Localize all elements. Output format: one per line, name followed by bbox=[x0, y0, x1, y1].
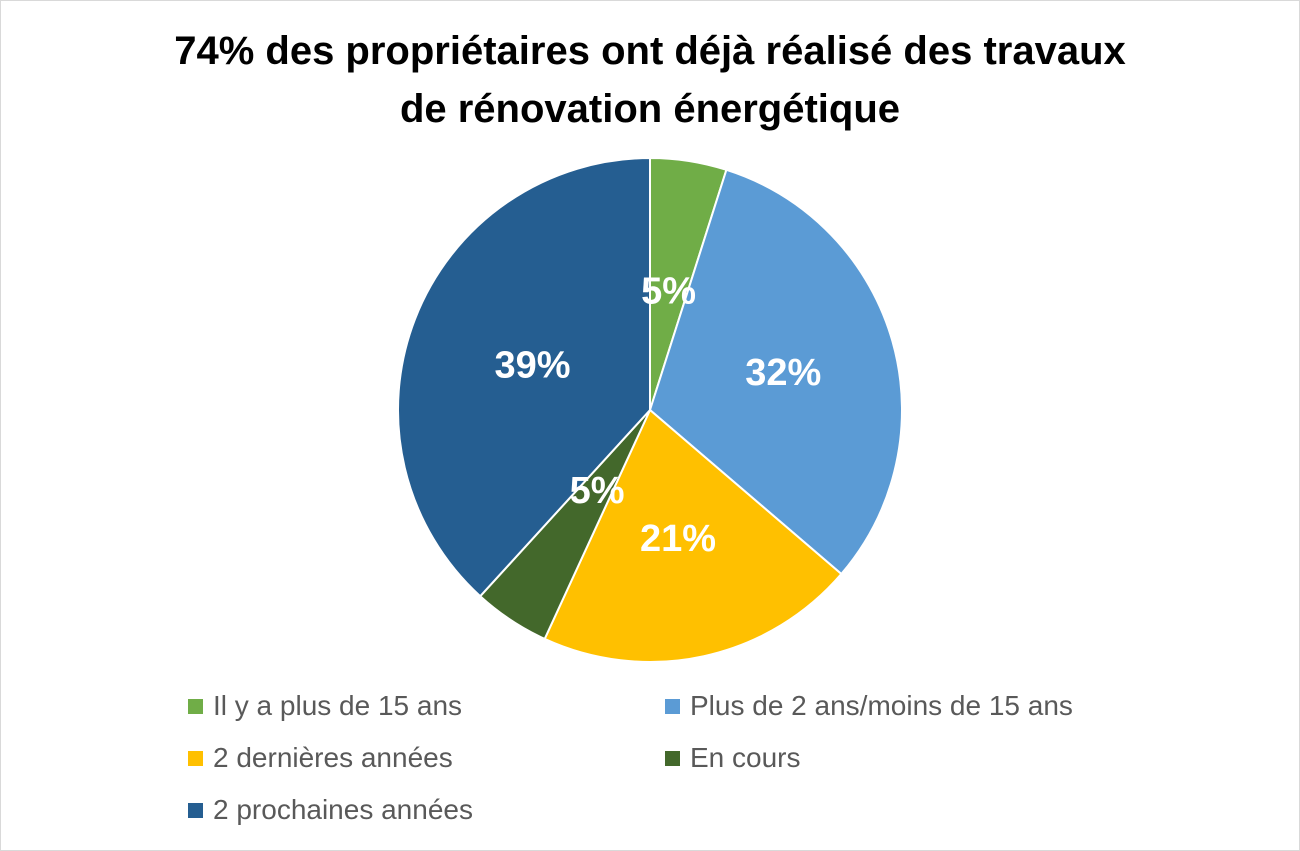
legend-label: Il y a plus de 15 ans bbox=[213, 690, 463, 721]
title-line-1: 74% des propriétaires ont déjà réalisé d… bbox=[174, 29, 1126, 73]
pie-slice-1 bbox=[648, 168, 903, 576]
legend-swatch bbox=[188, 802, 203, 818]
legend-swatch bbox=[188, 698, 203, 714]
title-line-2: de rénovation énergétique bbox=[399, 87, 901, 131]
legend-label: 2 dernières années bbox=[213, 742, 453, 773]
legend-item-1: Plus de 2 ans/moins de 15 ans bbox=[665, 690, 1073, 722]
data-label-3: 5% bbox=[570, 470, 625, 512]
pie-slice-2 bbox=[543, 408, 843, 663]
legend-item-2: 2 dernières années bbox=[188, 742, 453, 774]
legend-label: Plus de 2 ans/moins de 15 ans bbox=[690, 690, 1073, 721]
legend-item-4: 2 prochaines années bbox=[188, 794, 473, 826]
legend-swatch bbox=[188, 750, 203, 766]
data-label-2: 21% bbox=[640, 518, 716, 560]
data-label-0: 5% bbox=[641, 270, 696, 312]
data-label-1: 32% bbox=[745, 352, 821, 394]
legend-swatch bbox=[665, 698, 680, 714]
legend-item-0: Il y a plus de 15 ans bbox=[188, 690, 462, 722]
legend-label: En cours bbox=[690, 742, 801, 773]
chart-title: 74% des propriétaires ont déjà réalisé d… bbox=[0, 22, 1300, 138]
pie-slice-4 bbox=[397, 156, 651, 598]
legend-item-3: En cours bbox=[665, 742, 801, 774]
data-label-4: 39% bbox=[494, 344, 570, 386]
legend-swatch bbox=[665, 750, 680, 766]
legend-label: 2 prochaines années bbox=[213, 794, 473, 825]
